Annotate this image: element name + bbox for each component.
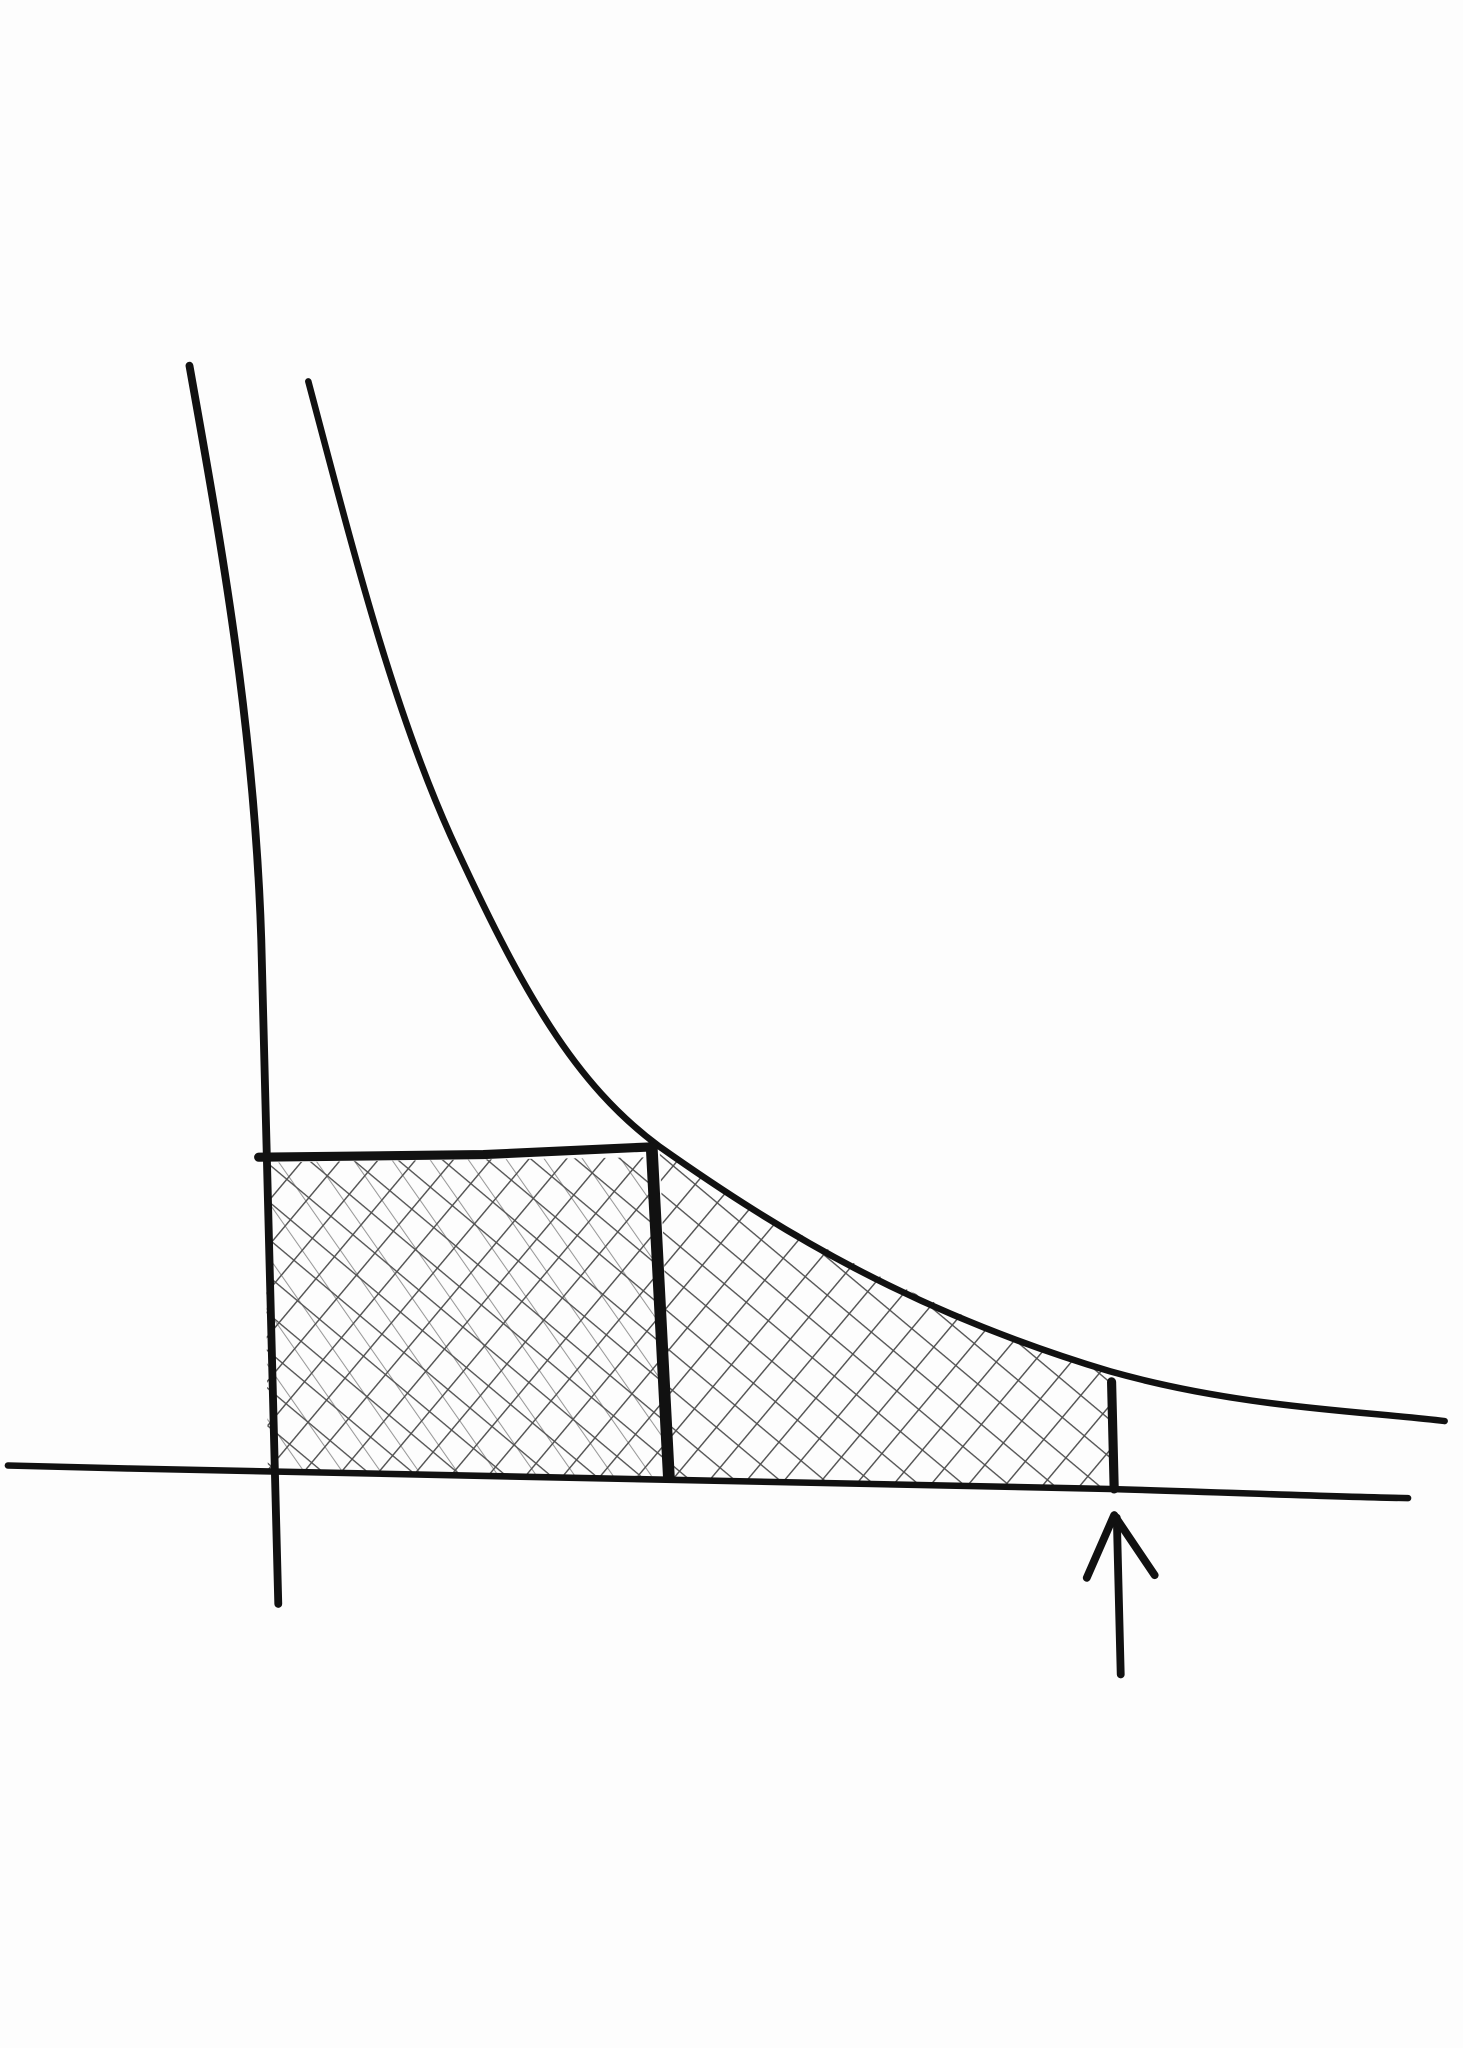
arrow-shaft xyxy=(1112,1513,1125,1679)
hatched-curve-region xyxy=(659,1149,1113,1489)
curve xyxy=(305,378,1448,1425)
arrow-head xyxy=(1082,1511,1159,1582)
rectangle-top xyxy=(254,1142,658,1162)
rectangle-right xyxy=(645,1143,675,1482)
y-axis xyxy=(185,361,283,1608)
x-axis xyxy=(4,1462,1412,1502)
marker-line xyxy=(1107,1377,1119,1494)
hatched-rectangle-shade xyxy=(265,1157,667,1476)
